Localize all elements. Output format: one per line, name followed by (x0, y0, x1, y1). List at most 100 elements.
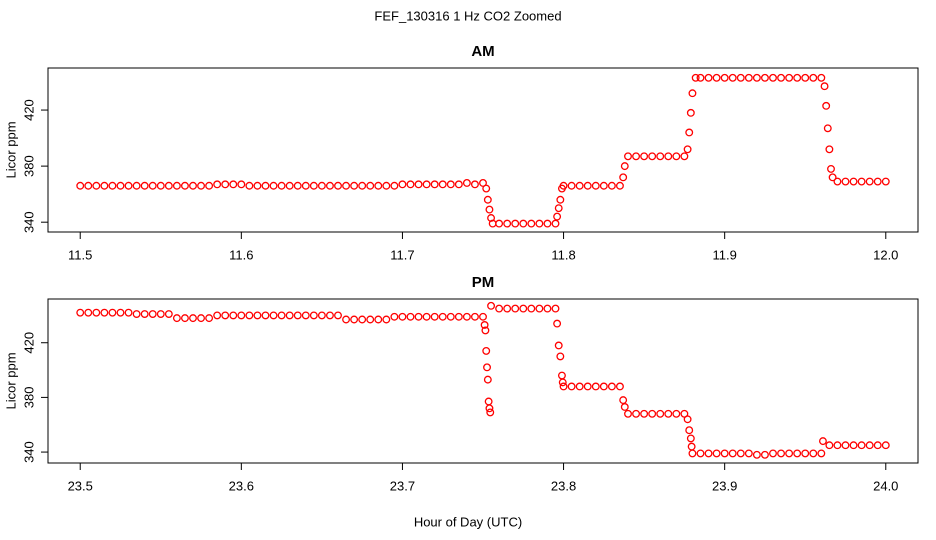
data-point (92, 181, 101, 190)
data-point (342, 181, 351, 190)
data-point (309, 311, 318, 320)
data-point (777, 449, 786, 458)
data-point (607, 382, 616, 391)
data-point (543, 304, 552, 313)
data-point (485, 404, 494, 413)
data-point (132, 181, 141, 190)
data-point (736, 73, 745, 82)
data-point (519, 304, 528, 313)
x-tick-label: 24.0 (873, 478, 898, 493)
data-point (495, 219, 504, 228)
data-point (205, 314, 214, 323)
data-point (116, 308, 125, 317)
data-point (189, 181, 197, 190)
data-point (744, 73, 753, 82)
data-point (293, 311, 302, 320)
data-point (124, 181, 133, 190)
data-point (881, 177, 890, 186)
data-point (148, 181, 157, 190)
data-point (398, 312, 407, 321)
data-point (624, 409, 632, 418)
data-point (615, 181, 624, 190)
data-point (124, 308, 133, 317)
data-point (833, 441, 842, 450)
data-point (237, 311, 246, 320)
data-point (691, 73, 700, 82)
y-tick-label: 420 (21, 332, 36, 354)
y-axis-label: Licor ppm (3, 352, 18, 409)
data-point (849, 177, 858, 186)
data-point (559, 181, 568, 190)
data-point (688, 89, 697, 98)
data-point (686, 434, 695, 443)
data-point (683, 415, 692, 424)
x-axis-label: Hour of Day (UTC) (414, 514, 522, 529)
data-point (366, 181, 375, 190)
data-point (172, 314, 181, 323)
data-point (760, 450, 769, 459)
data-point (342, 315, 351, 324)
chart-title: FEF_130316 1 Hz CO2 Zoomed (374, 8, 561, 23)
data-point (553, 319, 562, 328)
data-point (607, 181, 616, 190)
data-point (620, 403, 629, 411)
data-point (648, 152, 657, 161)
data-point (873, 177, 882, 186)
data-point (685, 426, 694, 435)
data-point (140, 310, 149, 318)
y-tick-label: 340 (21, 211, 36, 233)
data-point (801, 449, 810, 458)
data-point (253, 181, 262, 190)
data-point (229, 311, 238, 320)
data-point (180, 181, 189, 190)
panel-title: AM (471, 43, 494, 60)
data-point (648, 409, 657, 418)
data-point (720, 73, 729, 82)
data-point (712, 449, 721, 458)
plot-frame (47, 67, 919, 233)
data-point (640, 152, 649, 161)
data-point (841, 177, 850, 186)
data-point (535, 219, 544, 228)
x-tick-label: 11.9 (712, 247, 736, 262)
data-point (688, 449, 697, 458)
data-point (470, 312, 479, 321)
data-point (825, 441, 834, 450)
data-point (398, 180, 407, 189)
data-point (519, 219, 528, 228)
data-point (317, 311, 326, 320)
data-point (334, 181, 342, 190)
data-point (430, 180, 439, 189)
data-point (358, 181, 367, 190)
data-point (148, 310, 157, 318)
data-point (317, 181, 326, 190)
data-point (285, 311, 294, 320)
data-point (480, 321, 489, 329)
data-point (414, 180, 423, 189)
data-point (554, 204, 563, 213)
data-point (793, 449, 802, 458)
data-point (446, 180, 455, 189)
data-point (422, 312, 431, 321)
data-point (728, 449, 737, 458)
data-point (482, 346, 491, 355)
data-point (358, 315, 367, 324)
data-point (620, 162, 629, 171)
data-point (857, 441, 866, 450)
data-point (462, 312, 471, 321)
data-point (793, 73, 802, 82)
data-point (527, 219, 536, 228)
data-point (567, 181, 576, 190)
data-point (406, 180, 415, 189)
data-point (696, 73, 705, 82)
data-point (197, 314, 206, 323)
data-point (277, 311, 286, 320)
data-point (454, 180, 463, 189)
data-point (619, 396, 628, 405)
data-point (511, 304, 520, 313)
data-point (599, 382, 608, 391)
data-point (785, 73, 794, 82)
data-point (809, 73, 818, 82)
data-point (350, 181, 359, 190)
data-point (556, 352, 565, 361)
